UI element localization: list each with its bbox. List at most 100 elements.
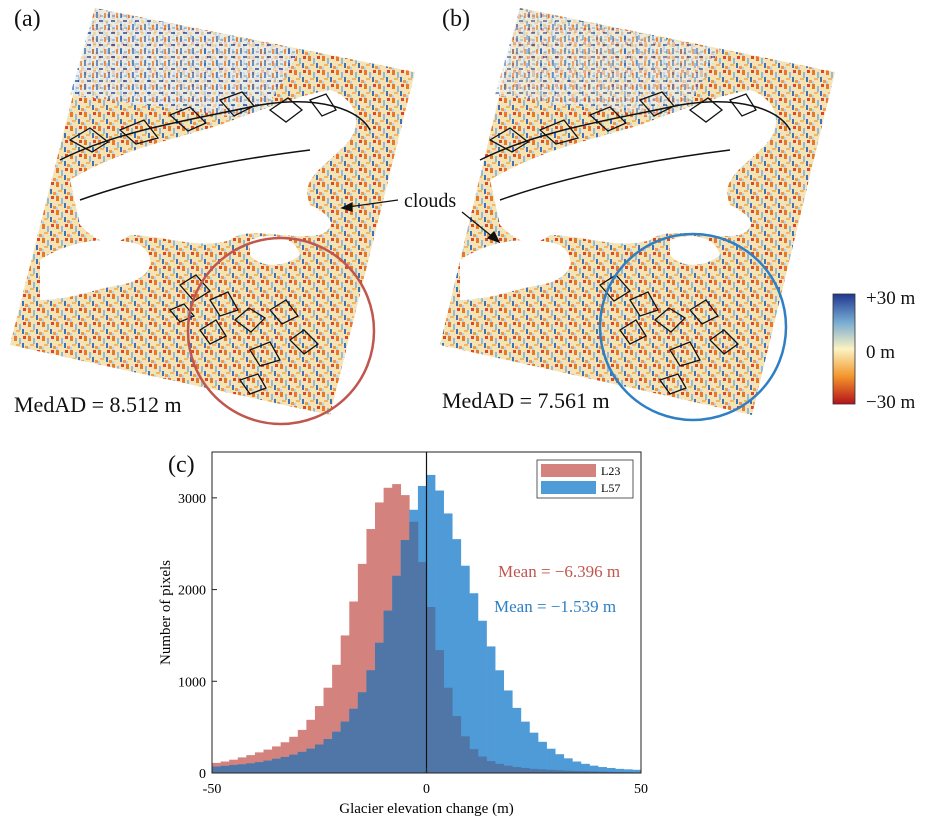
- legend-label-l23: L23: [601, 464, 620, 478]
- circle-a: [186, 236, 376, 426]
- y-axis: 0 1000 2000 3000: [178, 492, 217, 782]
- bar-l57: [623, 769, 633, 773]
- bar-overlap: [229, 764, 239, 773]
- clouds-label: clouds: [404, 190, 457, 212]
- bar-overlap: [332, 731, 341, 773]
- bar-l23: [323, 687, 333, 773]
- colorbar-min-label: −30 m: [866, 392, 916, 413]
- bar-l57: [606, 767, 616, 773]
- maps-svg: [10, 8, 856, 426]
- bar-overlap: [375, 642, 384, 773]
- bar-overlap: [323, 739, 333, 773]
- bar-l23: [314, 706, 324, 773]
- bar-overlap: [349, 708, 359, 773]
- bar-overlap: [606, 771, 616, 773]
- bar-overlap: [520, 767, 530, 773]
- bar-l23: [340, 635, 350, 773]
- bar-overlap: [400, 540, 410, 773]
- bar-overlap: [280, 756, 290, 773]
- bar-l57: [435, 490, 444, 773]
- panel-label-b: (b): [442, 6, 470, 32]
- bar-overlap: [486, 761, 496, 773]
- mean-l57-label: Mean = −1.539 m: [494, 597, 616, 616]
- mean-l23-label: Mean = −6.396 m: [498, 562, 620, 581]
- x-axis-label: Glacier elevation change (m): [339, 801, 514, 817]
- x-tick-label: 0: [423, 782, 430, 797]
- bar-l57: [538, 741, 547, 773]
- bar-overlap: [443, 687, 453, 773]
- bar-overlap: [460, 736, 470, 773]
- bar-overlap: [357, 692, 367, 773]
- bar-overlap: [246, 763, 256, 773]
- bar-overlap: [306, 748, 316, 773]
- clouds-arrows: [340, 199, 501, 244]
- x-tick-label: 50: [634, 782, 648, 797]
- bar-overlap: [563, 770, 573, 773]
- bar-l57: [520, 721, 530, 773]
- legend-swatch-l23: [541, 464, 596, 477]
- bar-l57: [572, 761, 582, 773]
- bar-overlap: [220, 765, 230, 773]
- bar-l23: [375, 502, 384, 773]
- y-tick-label: 1000: [178, 675, 206, 690]
- bar-overlap: [555, 770, 565, 773]
- bar-l57: [555, 754, 565, 773]
- colorbar-mid-label: 0 m: [866, 342, 896, 363]
- bar-overlap: [340, 721, 350, 773]
- bar-overlap: [392, 575, 402, 773]
- bar-overlap: [426, 606, 436, 773]
- y-tick-label: 2000: [178, 584, 206, 599]
- bar-overlap: [529, 768, 539, 773]
- bar-l23: [366, 529, 376, 773]
- map-b: [440, 8, 835, 422]
- bar-l57: [486, 646, 496, 773]
- bar-overlap: [254, 762, 264, 773]
- bar-l57: [615, 768, 625, 773]
- bar-overlap: [477, 756, 487, 773]
- bar-l57: [598, 767, 607, 773]
- bar-overlap: [383, 610, 393, 773]
- bar-overlap: [409, 521, 419, 773]
- bar-overlap: [435, 650, 444, 773]
- bar-overlap: [546, 769, 556, 773]
- bar-overlap: [366, 670, 376, 773]
- colorbar: [832, 293, 856, 405]
- map-a: [10, 8, 415, 426]
- bar-overlap: [503, 765, 513, 773]
- bar-overlap: [272, 758, 281, 773]
- y-tick-label: 3000: [178, 492, 206, 507]
- bar-overlap: [580, 771, 590, 773]
- overlap-bars: [212, 521, 642, 773]
- bar-overlap: [469, 749, 479, 773]
- medad-b: MedAD = 7.561 m: [442, 388, 610, 413]
- bar-overlap: [538, 769, 547, 773]
- bar-l57: [580, 763, 590, 773]
- bar-overlap: [314, 744, 324, 773]
- bar-overlap: [512, 767, 522, 773]
- bar-l57: [512, 707, 522, 773]
- bar-l57: [546, 748, 556, 773]
- bar-l57: [632, 769, 642, 773]
- bar-l57: [563, 758, 573, 773]
- bar-l57: [503, 690, 513, 773]
- legend: L23 L57: [536, 459, 634, 499]
- bar-overlap: [572, 770, 582, 773]
- medad-a: MedAD = 8.512 m: [14, 392, 182, 417]
- panel-label-c: (c): [168, 452, 195, 478]
- bar-l57: [529, 732, 539, 773]
- y-axis-label: Number of pixels: [158, 560, 174, 665]
- bar-l23: [357, 563, 367, 773]
- bar-l57: [477, 620, 487, 773]
- bar-l57: [589, 765, 599, 773]
- bar-l57: [460, 565, 470, 773]
- bar-overlap: [297, 751, 307, 773]
- panel-label-a: (a): [14, 6, 41, 32]
- bar-overlap: [263, 760, 273, 773]
- bar-overlap: [417, 562, 427, 773]
- legend-swatch-l57: [541, 481, 596, 494]
- bar-overlap: [212, 766, 221, 773]
- x-axis: -50 0 50: [203, 768, 648, 797]
- y-tick-label: 0: [199, 767, 206, 782]
- bar-l57: [495, 670, 505, 773]
